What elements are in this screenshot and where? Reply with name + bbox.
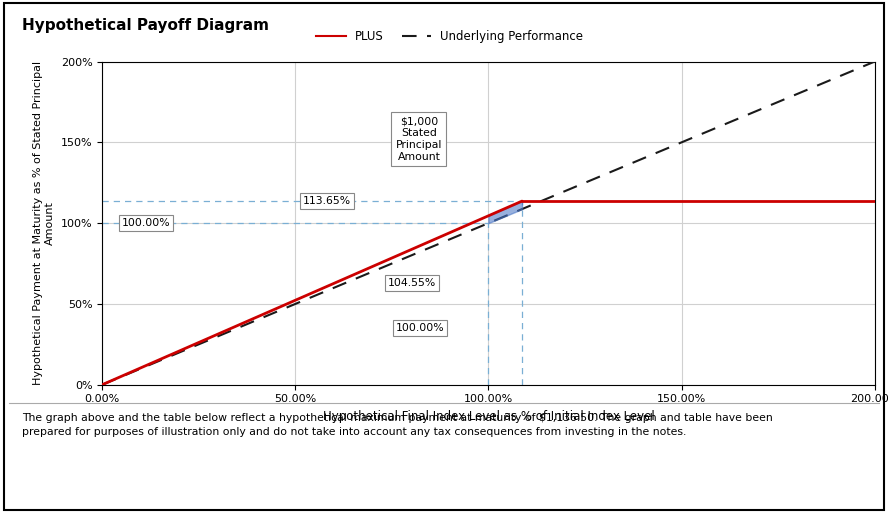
Text: 104.55%: 104.55% [388,278,436,288]
Y-axis label: Hypothetical Payment at Maturity as % of Stated Principal
Amount: Hypothetical Payment at Maturity as % of… [34,61,55,385]
Text: 100.00%: 100.00% [396,323,444,333]
X-axis label: Hypothetical Final Index Level as % of Initial Index Level: Hypothetical Final Index Level as % of I… [322,410,654,423]
Text: The graph above and the table below reflect a hypothetical maximum payment at ma: The graph above and the table below refl… [22,413,773,437]
Text: Hypothetical Payoff Diagram: Hypothetical Payoff Diagram [22,18,269,33]
Text: 100.00%: 100.00% [122,218,170,228]
Legend: PLUS, Underlying Performance: PLUS, Underlying Performance [312,26,588,48]
Text: 113.65%: 113.65% [303,196,351,206]
Text: $1,000
Stated
Principal
Amount: $1,000 Stated Principal Amount [396,117,442,162]
